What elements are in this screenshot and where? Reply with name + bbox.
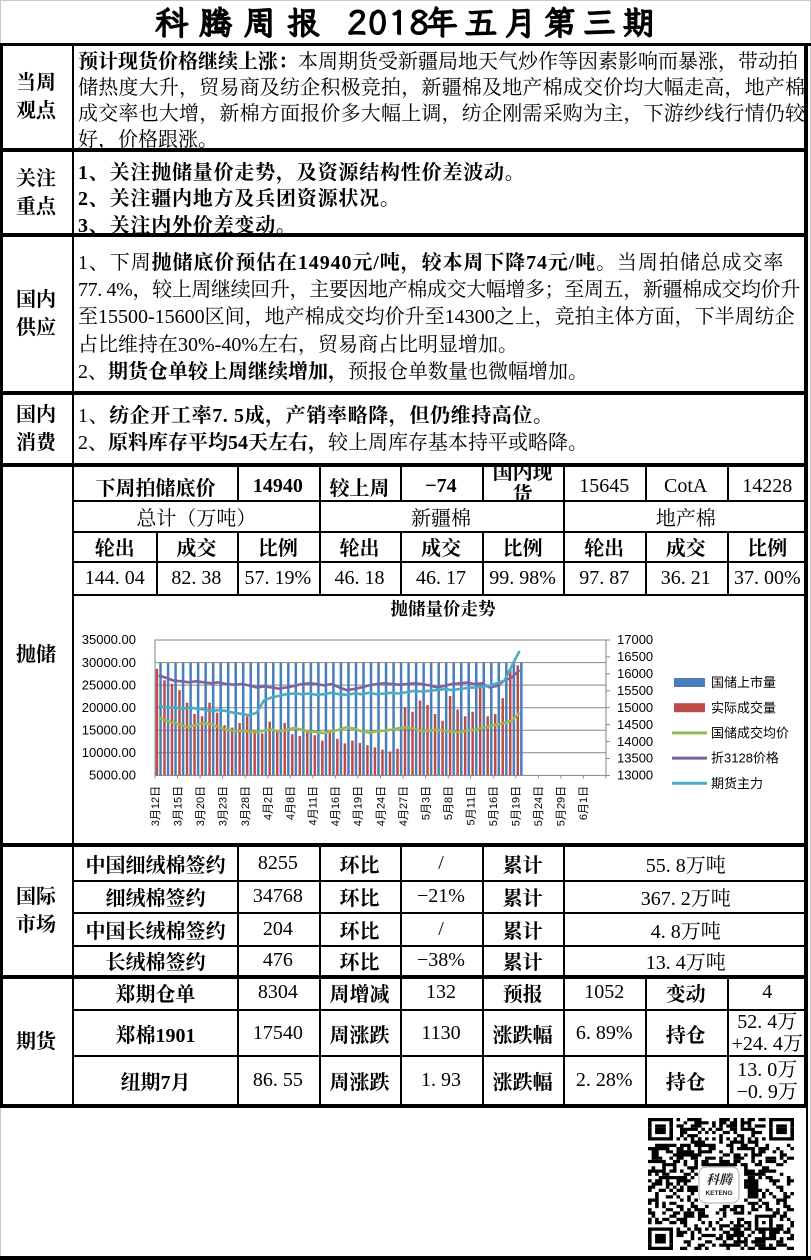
- svg-text:科腾: 科腾: [706, 1172, 734, 1187]
- svg-text:4月27日: 4月27日: [398, 785, 410, 825]
- svg-text:30000.00: 30000.00: [82, 654, 136, 669]
- svg-text:4月8日: 4月8日: [285, 785, 297, 819]
- svg-text:13500: 13500: [617, 750, 653, 765]
- svg-text:5000.00: 5000.00: [89, 767, 136, 782]
- svg-text:5月3日: 5月3日: [420, 785, 432, 819]
- svg-text:35000.00: 35000.00: [82, 632, 136, 647]
- svg-text:16500: 16500: [617, 649, 653, 664]
- svg-text:5月24日: 5月24日: [533, 785, 545, 825]
- svg-text:16000: 16000: [617, 666, 653, 681]
- svg-text:国储成交均价: 国储成交均价: [711, 725, 789, 740]
- svg-text:3月28日: 3月28日: [240, 785, 252, 825]
- svg-text:4月11日: 4月11日: [308, 785, 320, 825]
- svg-text:6月1日: 6月1日: [578, 785, 590, 819]
- svg-text:3月12日: 3月12日: [150, 785, 162, 825]
- svg-text:KETENG: KETENG: [705, 1190, 732, 1197]
- svg-text:20000.00: 20000.00: [82, 699, 136, 714]
- svg-text:3月20日: 3月20日: [195, 785, 207, 825]
- svg-text:5月11日: 5月11日: [466, 785, 478, 825]
- svg-text:3月15日: 3月15日: [172, 785, 184, 825]
- svg-text:5月19日: 5月19日: [511, 785, 523, 825]
- svg-text:25000.00: 25000.00: [82, 677, 136, 692]
- svg-text:5月16日: 5月16日: [488, 785, 500, 825]
- svg-text:13000: 13000: [617, 767, 653, 782]
- svg-text:10000.00: 10000.00: [82, 745, 136, 760]
- svg-text:3月23日: 3月23日: [217, 785, 229, 825]
- svg-text:17000: 17000: [617, 632, 653, 647]
- svg-text:4月24日: 4月24日: [375, 785, 387, 825]
- svg-text:15000.00: 15000.00: [82, 722, 136, 737]
- svg-text:4月2日: 4月2日: [263, 785, 275, 819]
- svg-text:抛储量价走势: 抛储量价走势: [391, 599, 496, 619]
- svg-text:折3128价格: 折3128价格: [711, 750, 779, 765]
- svg-text:国储上市量: 国储上市量: [711, 675, 776, 690]
- svg-text:15500: 15500: [617, 683, 653, 698]
- svg-text:15000: 15000: [617, 699, 653, 714]
- svg-text:实际成交量: 实际成交量: [711, 700, 776, 715]
- svg-text:4月16日: 4月16日: [330, 785, 342, 825]
- svg-text:5月29日: 5月29日: [556, 785, 568, 825]
- svg-text:期货主力: 期货主力: [711, 775, 763, 790]
- svg-text:14000: 14000: [617, 733, 653, 748]
- svg-text:5月8日: 5月8日: [443, 785, 455, 819]
- svg-text:14500: 14500: [617, 716, 653, 731]
- svg-text:4月19日: 4月19日: [353, 785, 365, 825]
